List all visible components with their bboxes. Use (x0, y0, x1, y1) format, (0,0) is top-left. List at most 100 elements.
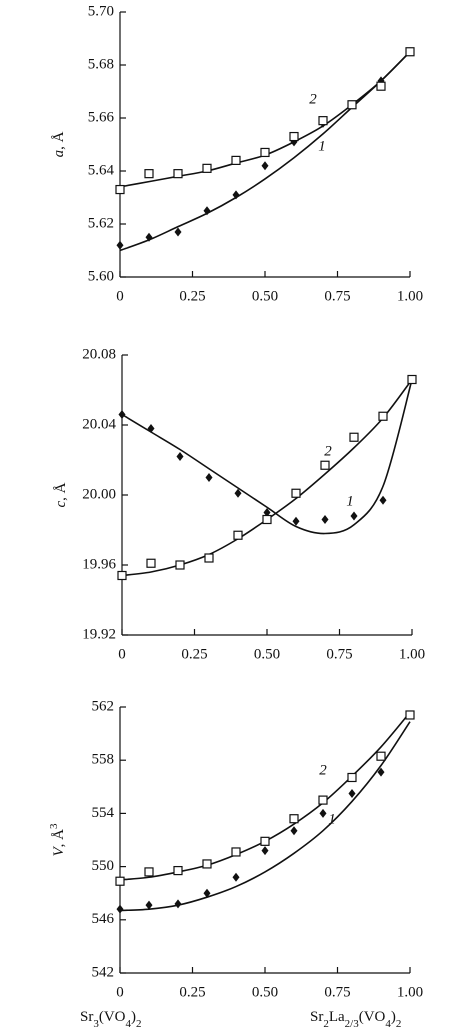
diamond-marker (174, 227, 182, 237)
x-end-label-part: ) (391, 1009, 396, 1025)
diamond-marker (145, 232, 153, 242)
x-tick-label: 0.50 (252, 288, 278, 304)
y-tick-label: 20.08 (82, 346, 116, 362)
x-tick-label: 1.00 (399, 646, 425, 662)
diamond-marker (116, 904, 124, 914)
y-axis-label: c, Å (53, 482, 69, 507)
x-end-label-part: 2 (323, 1018, 329, 1030)
y-tick-label: 5.60 (88, 268, 114, 284)
y-tick-label: 562 (92, 698, 115, 714)
square-marker (117, 570, 127, 581)
diamond-marker (232, 872, 240, 882)
square-marker (405, 47, 415, 57)
x-tick-label: 1.00 (397, 984, 423, 1000)
x-tick-label: 0.50 (254, 646, 280, 662)
x-tick-label: 0.50 (252, 984, 278, 1000)
curve-label: 2 (324, 443, 332, 459)
y-axis-label-part: c (53, 501, 69, 508)
y-tick-label: 5.68 (88, 56, 114, 72)
square-marker (202, 859, 212, 869)
curve-label: 1 (318, 138, 326, 154)
square-marker (233, 530, 243, 540)
x-end-label-part: ) (131, 1009, 136, 1025)
diamond-marker (319, 808, 327, 818)
square-marker (320, 460, 330, 470)
diamond-marker (290, 826, 298, 836)
x-end-label-part: Sr (310, 1009, 323, 1025)
x-tick-label: 0.75 (324, 288, 350, 304)
y-axis-label-part: 3 (48, 823, 60, 829)
diamond-marker (234, 488, 242, 498)
y-axis-label-part: , Å (51, 829, 67, 848)
y-tick-label: 19.96 (82, 556, 116, 572)
x-end-label-part: (VO (99, 1009, 126, 1025)
diamond-marker (205, 473, 213, 482)
diamond-marker (147, 424, 155, 433)
diamond-marker (116, 240, 124, 250)
x-tick-label: 1.00 (397, 288, 423, 304)
square-marker (202, 163, 212, 173)
square-marker (144, 867, 154, 877)
x-end-label-part: 4 (126, 1018, 132, 1030)
x-end-label-part: La (329, 1009, 345, 1025)
diamond-marker (145, 900, 153, 910)
diamond-marker (321, 515, 329, 524)
x-tick-label: 0.75 (324, 984, 350, 1000)
y-axis-label-part: a (51, 150, 67, 158)
square-marker (260, 147, 270, 158)
diamond-marker (377, 767, 385, 777)
square-marker (347, 100, 357, 110)
x-tick-label: 0.25 (179, 288, 205, 304)
y-axis-label-part: , Å (51, 131, 67, 150)
square-marker (173, 169, 183, 179)
y-tick-label: 5.66 (88, 109, 115, 125)
square-marker (289, 131, 299, 142)
fit-curve (119, 51, 411, 252)
diamond-marker (203, 888, 211, 898)
x-tick-label: 0.75 (326, 646, 352, 662)
curve-label: 2 (309, 91, 317, 107)
square-marker (376, 81, 386, 91)
fit-curve (121, 379, 413, 577)
x-end-label-part: 4 (385, 1018, 391, 1030)
y-tick-label: 550 (92, 858, 115, 874)
square-marker (378, 411, 388, 421)
diamond-marker (118, 410, 126, 419)
diamond-marker (203, 206, 211, 216)
diamond-marker (174, 899, 182, 909)
square-marker (175, 560, 185, 570)
diamond-marker (263, 508, 271, 517)
diamond-marker (292, 516, 300, 526)
x-end-label-part: Sr (80, 1009, 93, 1025)
square-marker (204, 553, 214, 563)
y-tick-label: 5.64 (88, 162, 115, 178)
y-axis-label-part: V (51, 846, 67, 857)
fit-curve (121, 379, 413, 535)
y-tick-label: 546 (92, 911, 115, 927)
x-tick-label: 0 (116, 984, 124, 1000)
y-axis-label: V, Å3 (48, 823, 68, 857)
square-marker (115, 184, 125, 195)
square-marker (318, 795, 328, 805)
y-tick-label: 542 (92, 964, 115, 980)
diamond-marker (350, 511, 358, 521)
square-marker (173, 865, 183, 876)
y-tick-label: 19.92 (82, 626, 116, 642)
square-marker (289, 814, 299, 824)
square-marker (144, 169, 154, 179)
square-marker (260, 836, 270, 846)
y-tick-label: 5.70 (88, 3, 114, 19)
fit-curve (119, 721, 411, 912)
square-marker (262, 514, 272, 525)
diamond-marker (261, 161, 269, 171)
square-marker (349, 432, 359, 442)
x-tick-label: 0 (118, 646, 126, 662)
square-marker (318, 116, 328, 126)
x-tick-label: 0 (116, 288, 124, 304)
y-tick-label: 5.62 (88, 215, 114, 231)
y-axis-label-part: , Å (53, 482, 69, 501)
x-end-label-part: (VO (359, 1009, 386, 1025)
x-tick-label: 0.25 (179, 984, 205, 1000)
x-end-label-part: 2/3 (345, 1018, 360, 1030)
